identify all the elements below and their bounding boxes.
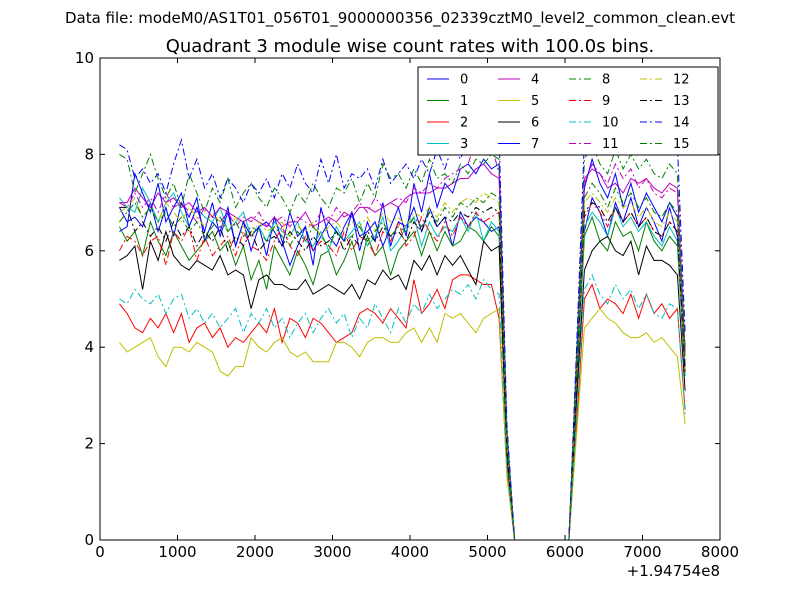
series-line-6: [119, 229, 686, 540]
legend-label-13: 13: [673, 94, 690, 109]
series-line-12: [119, 192, 686, 540]
x-tick-label: 7000: [623, 543, 661, 561]
x-tick-label: 3000: [313, 543, 351, 561]
legend-label-7: 7: [531, 137, 539, 152]
legend-label-5: 5: [531, 94, 539, 109]
legend-label-8: 8: [602, 73, 610, 88]
series-line-5: [119, 307, 686, 540]
legend-label-15: 15: [673, 137, 690, 152]
series-line-1: [118, 215, 686, 540]
x-tick-label: 6000: [546, 543, 584, 561]
series-line-0: [118, 195, 686, 540]
data-file-suptitle: Data file: modeM0/AS1T01_056T01_90000003…: [64, 9, 736, 27]
series-line-11: [119, 134, 686, 540]
x-tick-label: 4000: [391, 543, 429, 561]
legend-label-10: 10: [602, 116, 619, 131]
legend-label-0: 0: [460, 73, 468, 88]
legend-label-9: 9: [602, 94, 610, 109]
legend-label-2: 2: [460, 116, 468, 131]
series-line-8: [119, 143, 686, 540]
legend-label-6: 6: [531, 116, 539, 131]
series-line-7: [119, 157, 686, 540]
legend-label-11: 11: [602, 137, 619, 152]
x-tick-label: 1000: [158, 543, 196, 561]
series-line-10: [119, 273, 686, 540]
x-tick-label: 2000: [236, 543, 274, 561]
x-tick-label: 0: [95, 543, 105, 561]
legend-label-14: 14: [673, 116, 690, 131]
series-line-9: [118, 201, 686, 540]
legend-label-4: 4: [531, 73, 539, 88]
y-tick-label: 8: [84, 145, 94, 163]
legend-label-1: 1: [460, 94, 468, 109]
y-tick-label: 0: [84, 531, 94, 549]
x-tick-label: 5000: [468, 543, 506, 561]
legend-label-3: 3: [460, 137, 468, 152]
y-tick-label: 10: [75, 49, 94, 67]
series-line-13: [119, 201, 686, 540]
y-tick-label: 6: [84, 242, 94, 260]
chart-title: Quadrant 3 module wise count rates with …: [165, 36, 655, 57]
x-axis-offset-label: +1.94754e8: [626, 562, 720, 580]
series-layer: [118, 104, 686, 540]
y-tick-label: 4: [84, 338, 94, 356]
legend-label-12: 12: [673, 73, 690, 88]
legend-box: [417, 66, 719, 156]
series-line-15: [119, 182, 686, 540]
x-tick-label: 8000: [701, 543, 739, 561]
series-line-14: [119, 104, 686, 540]
series-line-2: [119, 274, 686, 540]
y-tick-label: 2: [84, 435, 94, 453]
series-line-4: [119, 163, 686, 540]
